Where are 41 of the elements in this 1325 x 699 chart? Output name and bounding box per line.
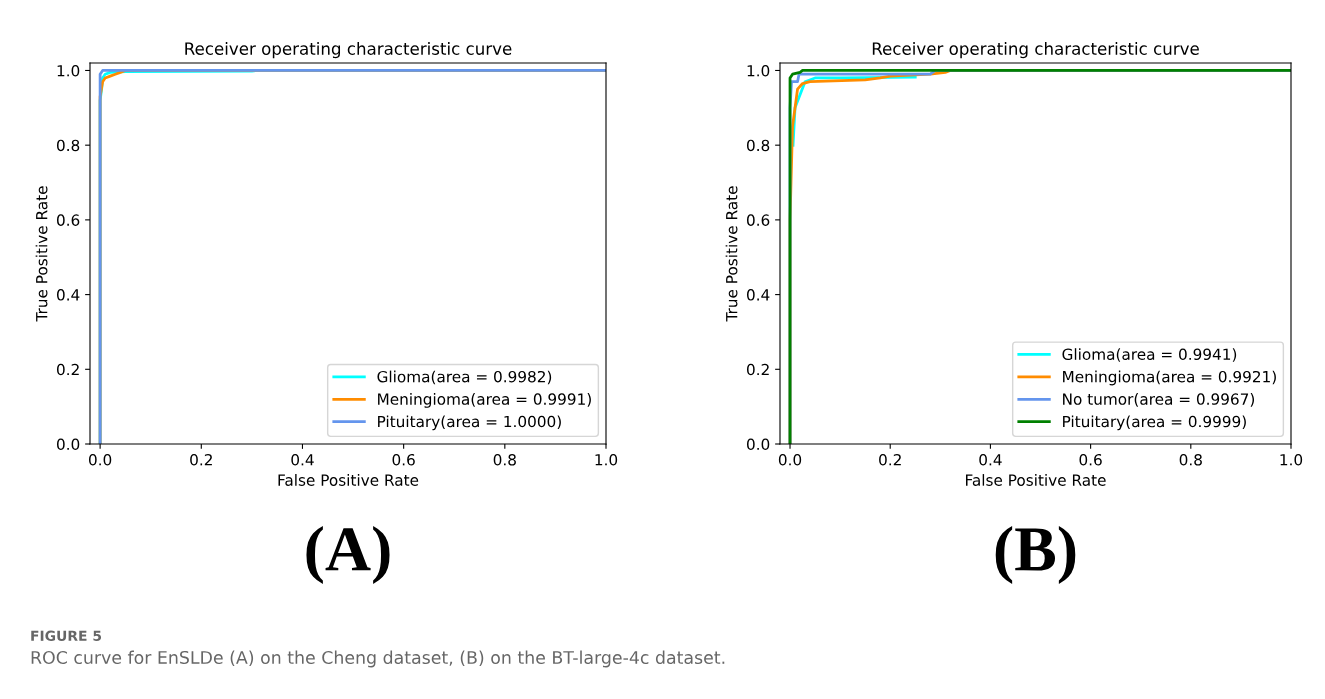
x-tick-label: 0.4 xyxy=(291,453,314,466)
x-tick-label: 0.2 xyxy=(879,453,901,466)
legend-label: Glioma(area = 0.9982) xyxy=(377,370,552,385)
legend-label: No tumor(area = 0.9967) xyxy=(1063,393,1255,407)
y-axis-title: True Positive Rate xyxy=(725,186,738,322)
x-tick-label: 1.0 xyxy=(1280,453,1303,466)
y-tick-label: 0.0 xyxy=(746,438,770,451)
x-tick-label: 0.0 xyxy=(88,453,112,466)
x-tick-label: 0.4 xyxy=(979,453,1002,466)
y-tick-label: 0.0 xyxy=(56,438,80,451)
x-tick-label: 0.6 xyxy=(392,453,415,466)
text: ROC curve for EnSLDe (A) on the Cheng dataset, (B) on the BT-large-4c dataset. xyxy=(31,650,725,668)
y-tick-label: 1.0 xyxy=(747,64,770,77)
legend-label: Glioma(area = 0.9941) xyxy=(1062,348,1237,362)
chart-title: Receiver operating characteristic curve xyxy=(872,42,1199,59)
y-tick-label: 1.0 xyxy=(57,64,80,77)
x-tick-label: 0.2 xyxy=(190,453,212,466)
legend-label: Meningioma(area = 0.9921) xyxy=(1063,370,1276,386)
legend-label: Pituitary(area = 1.0000) xyxy=(378,415,561,431)
y-tick-label: 0.6 xyxy=(746,214,770,226)
legend-label: Meningioma(area = 0.9991) xyxy=(378,393,591,408)
x-axis-title: False Positive Rate xyxy=(966,474,1106,486)
text: (B) xyxy=(995,526,1076,584)
y-tick-label: 0.2 xyxy=(56,363,79,376)
x-tick-label: 0.8 xyxy=(493,453,516,466)
legend-label: Pituitary(area = 0.9999) xyxy=(1063,415,1246,431)
y-axis-title: True Positive Rate xyxy=(35,186,48,322)
y-tick-label: 0.4 xyxy=(56,289,80,301)
y-tick-label: 0.4 xyxy=(746,289,770,301)
x-tick-label: 0.8 xyxy=(1179,453,1202,466)
y-tick-label: 0.8 xyxy=(746,139,770,152)
x-axis-title: False Positive Rate xyxy=(278,474,419,486)
x-tick-label: 0.6 xyxy=(1079,453,1102,466)
y-tick-label: 0.8 xyxy=(56,139,80,152)
caption: FIGURE 5 xyxy=(31,630,102,642)
x-tick-label: 0.0 xyxy=(778,453,802,466)
y-tick-label: 0.2 xyxy=(746,363,769,376)
x-tick-label: 1.0 xyxy=(595,453,618,466)
text: (A) xyxy=(306,526,390,584)
y-tick-label: 0.6 xyxy=(56,214,80,226)
chart-title: Receiver operating characteristic curve xyxy=(185,42,512,59)
